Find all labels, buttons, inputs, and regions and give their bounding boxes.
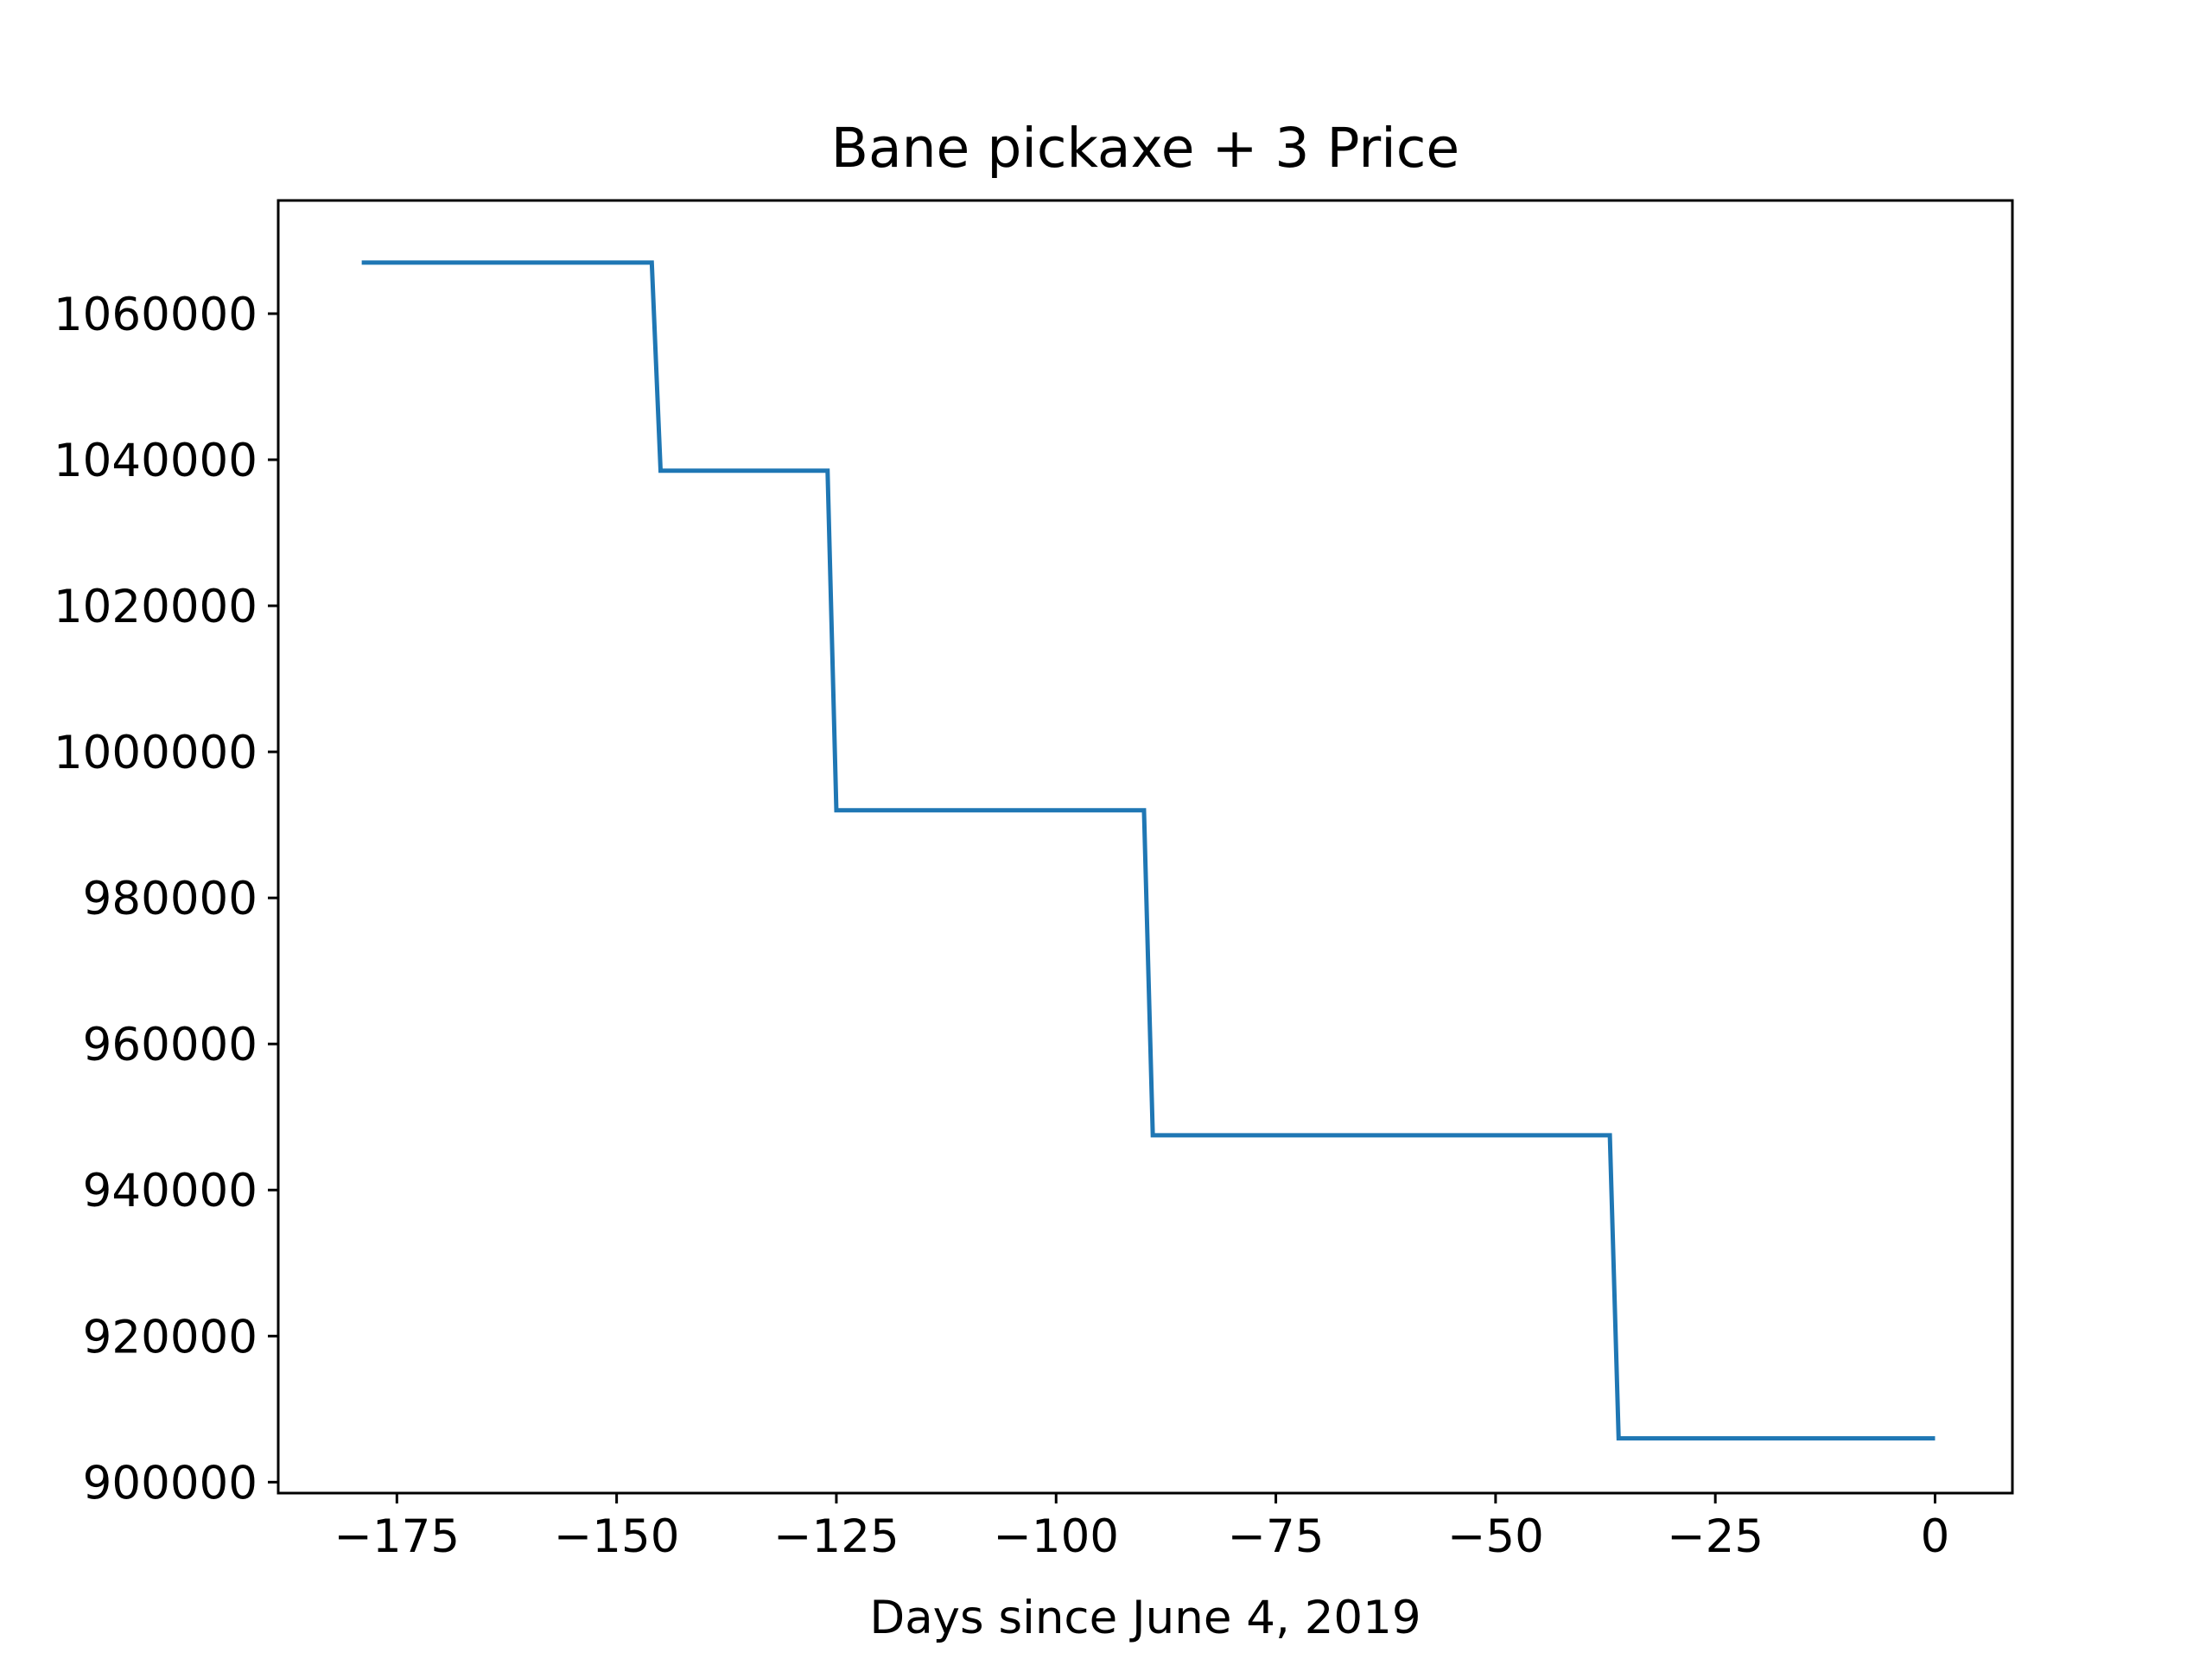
y-tick-label: 1060000 [54,289,257,341]
x-tick-label: 0 [1921,1510,1950,1563]
y-tick-label: 1000000 [54,727,257,779]
y-tick-label: 900000 [83,1457,257,1510]
y-tick-label: 920000 [83,1311,257,1363]
y-tick-label: 960000 [83,1019,257,1071]
x-axis: −175 −150 −125 −100 −75 −50 −25 0 [334,1493,1950,1563]
chart-title: Bane pickaxe + 3 Price [831,117,1459,180]
x-tick-label: −150 [554,1510,680,1563]
x-axis-label: Days since June 4, 2019 [869,1592,1421,1644]
x-tick-label: −125 [773,1510,899,1563]
plot-frame [276,199,2014,1495]
y-tick-label: 1040000 [54,435,257,487]
y-tick-label: 1020000 [54,581,257,633]
x-tick-label: −25 [1667,1510,1764,1563]
x-tick-label: −100 [993,1510,1119,1563]
line-layer [361,260,1936,1441]
y-axis: 900000 920000 940000 960000 980000 1000000 102… [54,289,278,1510]
y-tick-label: 940000 [83,1165,257,1217]
y-tick-label: 980000 [83,873,257,925]
x-tick-label: −50 [1447,1510,1544,1563]
x-tick-label: −75 [1228,1510,1325,1563]
price-series-line [361,260,1936,1441]
x-tick-label: −175 [334,1510,461,1563]
